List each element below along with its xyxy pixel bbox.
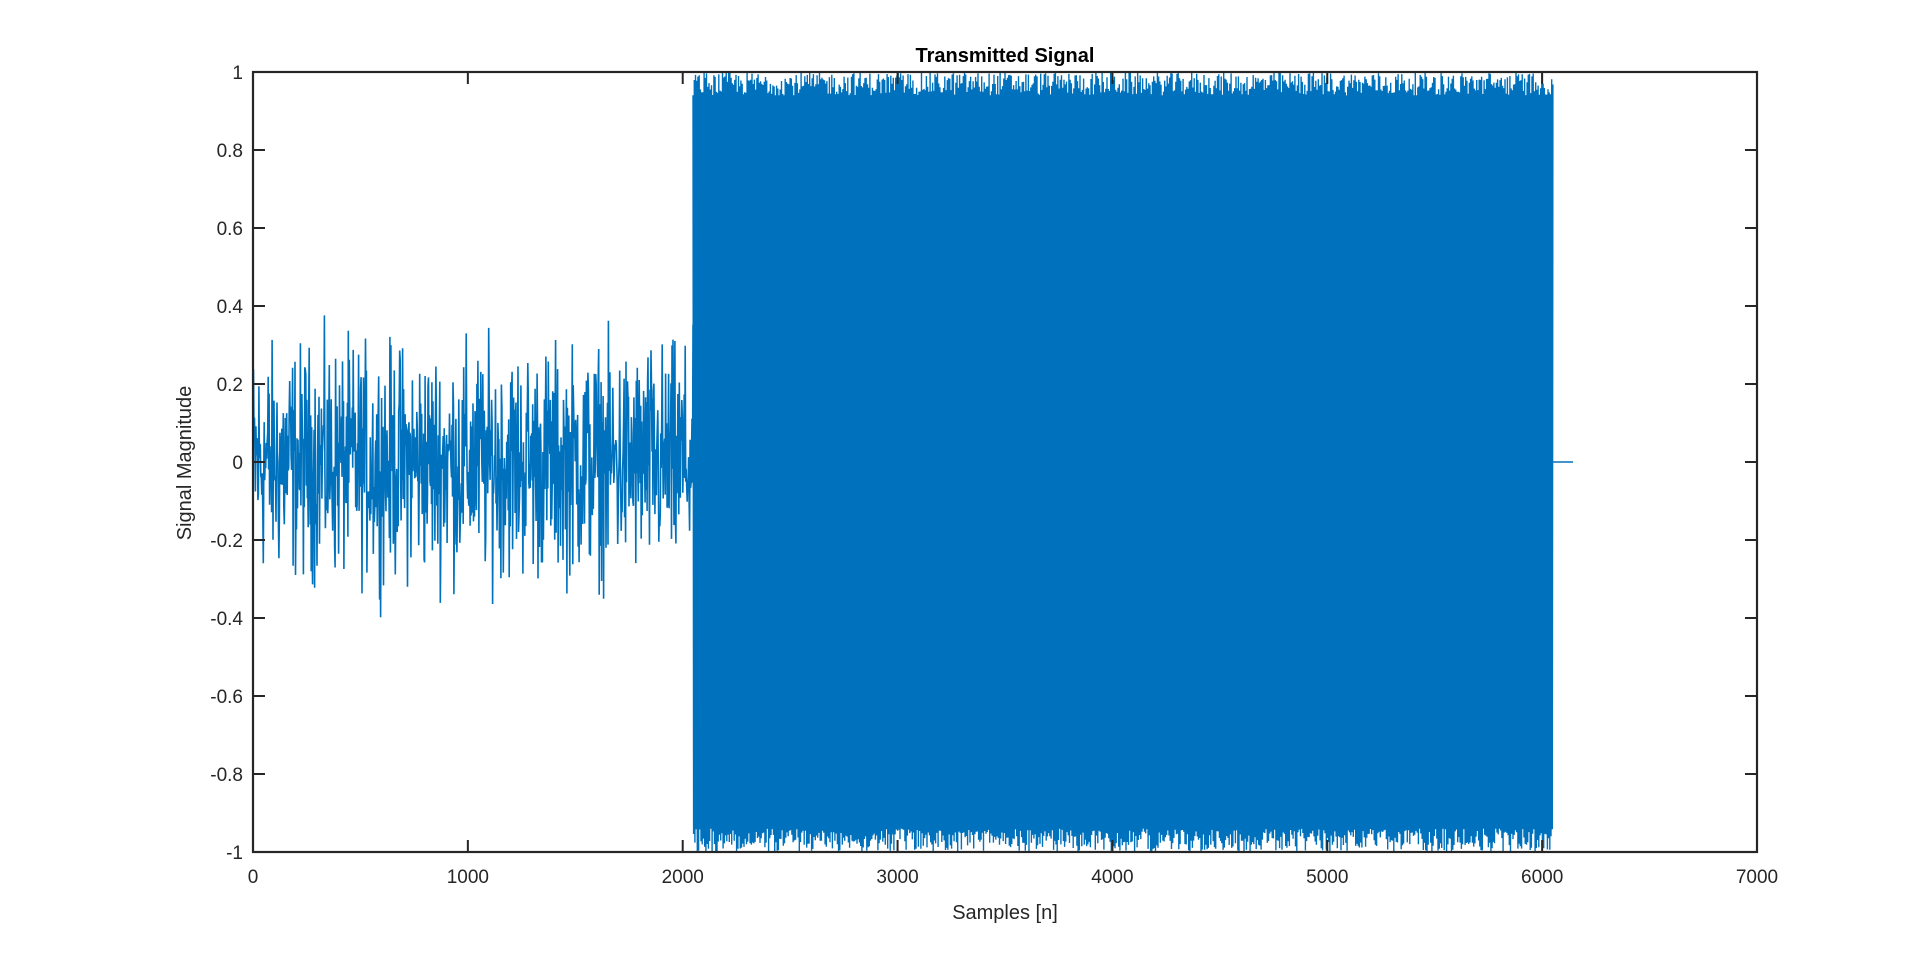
- y-axis-label: Signal Magnitude: [174, 386, 196, 541]
- y-tick-label: -0.2: [210, 531, 243, 552]
- y-tick-label: -0.8: [210, 765, 243, 786]
- x-axis-label: Samples [n]: [952, 902, 1058, 924]
- x-tick-label: 3000: [876, 867, 918, 888]
- plot-area: [252, 72, 1574, 853]
- series-line-segment-carrier: [692, 72, 1554, 853]
- y-tick-label: -1: [226, 843, 243, 864]
- x-tick-label: 4000: [1091, 867, 1133, 888]
- x-tick-label: 5000: [1306, 867, 1348, 888]
- y-tick-label: 0: [232, 453, 243, 474]
- y-tick-label: 1: [232, 63, 243, 84]
- y-tick-label: 0.2: [217, 375, 243, 396]
- y-tick-label: 0.6: [217, 219, 243, 240]
- x-tick-label: 2000: [662, 867, 704, 888]
- y-tick-label: 0.8: [217, 141, 243, 162]
- y-tick-label: 0.4: [217, 297, 244, 318]
- series-line-segment-noise: [252, 315, 694, 618]
- x-tick-label: 7000: [1736, 867, 1778, 888]
- chart-title: Transmitted Signal: [916, 45, 1095, 67]
- y-tick-label: -0.4: [210, 609, 243, 630]
- x-tick-label: 6000: [1521, 867, 1563, 888]
- x-tick-label: 1000: [447, 867, 489, 888]
- x-tick-label: 0: [248, 867, 259, 888]
- y-tick-label: -0.6: [210, 687, 243, 708]
- axes: 0 1000 2000 3000 4000 5000 6000 7000 -1 -0.8 -0.6 -…: [210, 63, 1778, 888]
